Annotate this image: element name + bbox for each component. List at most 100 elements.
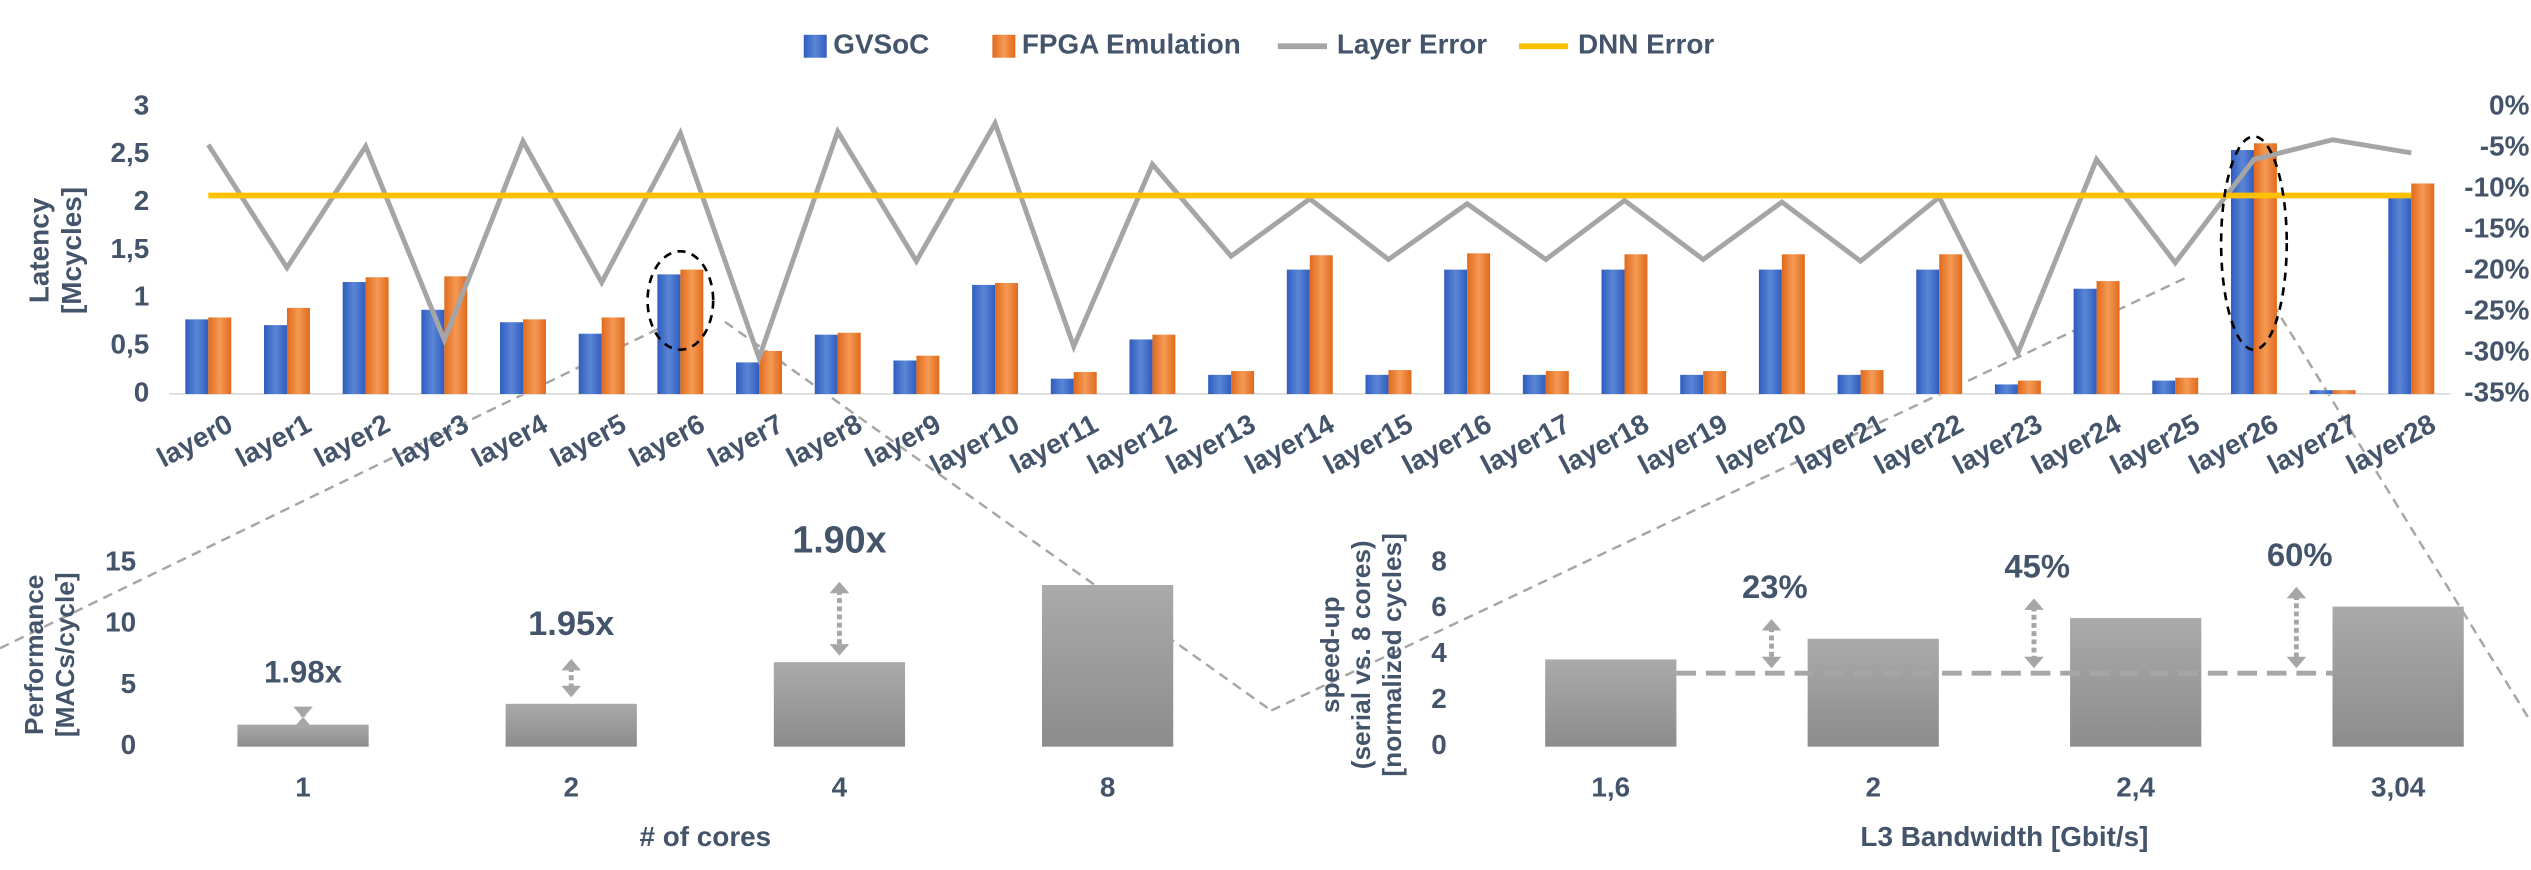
legend-label: GVSoC [833, 29, 929, 60]
x-tick-label: layer20 [1712, 408, 1811, 480]
y-tick-label: 0 [134, 376, 150, 407]
arrow-head [1761, 619, 1782, 669]
bar [1152, 334, 1176, 394]
bar [2017, 380, 2041, 394]
y-tick-label: 0 [1431, 729, 1447, 760]
y2-tick-label: -35% [2464, 376, 2529, 407]
y-tick-label: 4 [1431, 637, 1447, 668]
bar [1522, 374, 1546, 394]
bar [365, 277, 389, 394]
bar [1939, 254, 1963, 394]
x-tick-label: layer10 [925, 408, 1024, 480]
bar [1624, 254, 1648, 394]
bar [759, 350, 783, 394]
bar [1837, 374, 1861, 394]
y-axis-label: [Mcycles] [56, 187, 87, 314]
x-tick-label: layer3 [388, 408, 474, 473]
x-tick-label: layer28 [2341, 408, 2440, 480]
x-tick-label: layer27 [2262, 408, 2361, 480]
arrow-head [293, 706, 313, 729]
bar [2096, 281, 2120, 394]
bar [1231, 371, 1255, 394]
y2-tick-label: -5% [2480, 130, 2530, 161]
bar [1860, 370, 1884, 394]
y-tick-label: 15 [105, 545, 136, 576]
bar [2309, 390, 2333, 394]
bar [1703, 371, 1727, 394]
legend-label: DNN Error [1578, 29, 1714, 60]
bar [2230, 149, 2254, 394]
bar [1309, 255, 1333, 394]
y-axis-label: speed-up [1315, 596, 1345, 713]
x-tick-label: layer23 [1948, 408, 2047, 480]
x-tick-label: layer21 [1790, 408, 1889, 480]
bar [505, 703, 637, 747]
x-tick-label: 2,4 [2116, 772, 2155, 803]
bar [680, 269, 704, 394]
x-tick-label: 4 [832, 772, 848, 803]
x-tick-label: layer0 [152, 408, 238, 473]
bar [1680, 374, 1704, 394]
bar [2175, 377, 2199, 394]
bar [2411, 183, 2435, 394]
legend-swatch [803, 34, 827, 58]
y-tick-label: 6 [1431, 591, 1447, 622]
bar [1365, 374, 1389, 394]
bar [1286, 269, 1310, 394]
x-tick-label: layer12 [1082, 408, 1181, 480]
bar [1545, 659, 1677, 747]
x-tick-label: layer7 [703, 408, 789, 473]
legend-label: FPGA Emulation [1022, 29, 1241, 60]
bar [837, 332, 861, 394]
bar [1050, 378, 1074, 394]
y-tick-label: 2 [1431, 683, 1447, 714]
legend-swatch [992, 34, 1016, 58]
x-tick-label: layer5 [545, 408, 631, 473]
bar [736, 362, 760, 394]
bar [2388, 194, 2412, 394]
annotation: 1.95x [528, 605, 614, 643]
bar [1994, 384, 2018, 394]
y2-tick-label: -20% [2464, 253, 2529, 284]
annotation: 45% [2004, 548, 2070, 585]
y-axis-label: (serial vs. 8 cores) [1346, 540, 1376, 769]
y-tick-label: 0,5 [111, 329, 150, 360]
y2-tick-label: -15% [2464, 212, 2529, 243]
x-tick-label: layer4 [467, 408, 553, 473]
y-axis-label: Latency [23, 197, 54, 303]
x-tick-label: layer18 [1554, 408, 1653, 480]
bar [601, 317, 625, 394]
bar [1545, 371, 1569, 394]
x-tick-label: layer8 [781, 408, 867, 473]
bar [185, 319, 209, 394]
x-tick-label: layer2 [309, 408, 395, 473]
bar [995, 282, 1019, 394]
legend-label: Layer Error [1337, 29, 1487, 60]
bar [208, 317, 232, 394]
bar [1467, 253, 1491, 394]
x-tick-label: layer13 [1161, 408, 1260, 480]
bar [1042, 584, 1174, 747]
annotation: 23% [1742, 568, 1808, 605]
bar [1388, 370, 1412, 394]
y-tick-label: 1,5 [111, 233, 150, 264]
bar [1601, 269, 1625, 394]
bar [972, 284, 996, 394]
bar [1916, 269, 1940, 394]
y2-tick-label: -30% [2464, 335, 2529, 366]
y2-tick-label: 0% [2489, 89, 2530, 120]
bar [2332, 390, 2356, 394]
x-tick-label: 1,6 [1591, 772, 1630, 803]
bar [1758, 269, 1782, 394]
y-tick-label: 10 [105, 607, 136, 638]
y-tick-label: 2,5 [111, 137, 150, 168]
line-series [206, 117, 2412, 366]
bar [1781, 254, 1805, 394]
arrow-head [561, 658, 582, 698]
x-tick-label: 2 [563, 772, 579, 803]
y-tick-label: 5 [121, 668, 137, 699]
bar [1129, 339, 1153, 394]
bar [1807, 638, 1939, 747]
bar [657, 274, 681, 394]
